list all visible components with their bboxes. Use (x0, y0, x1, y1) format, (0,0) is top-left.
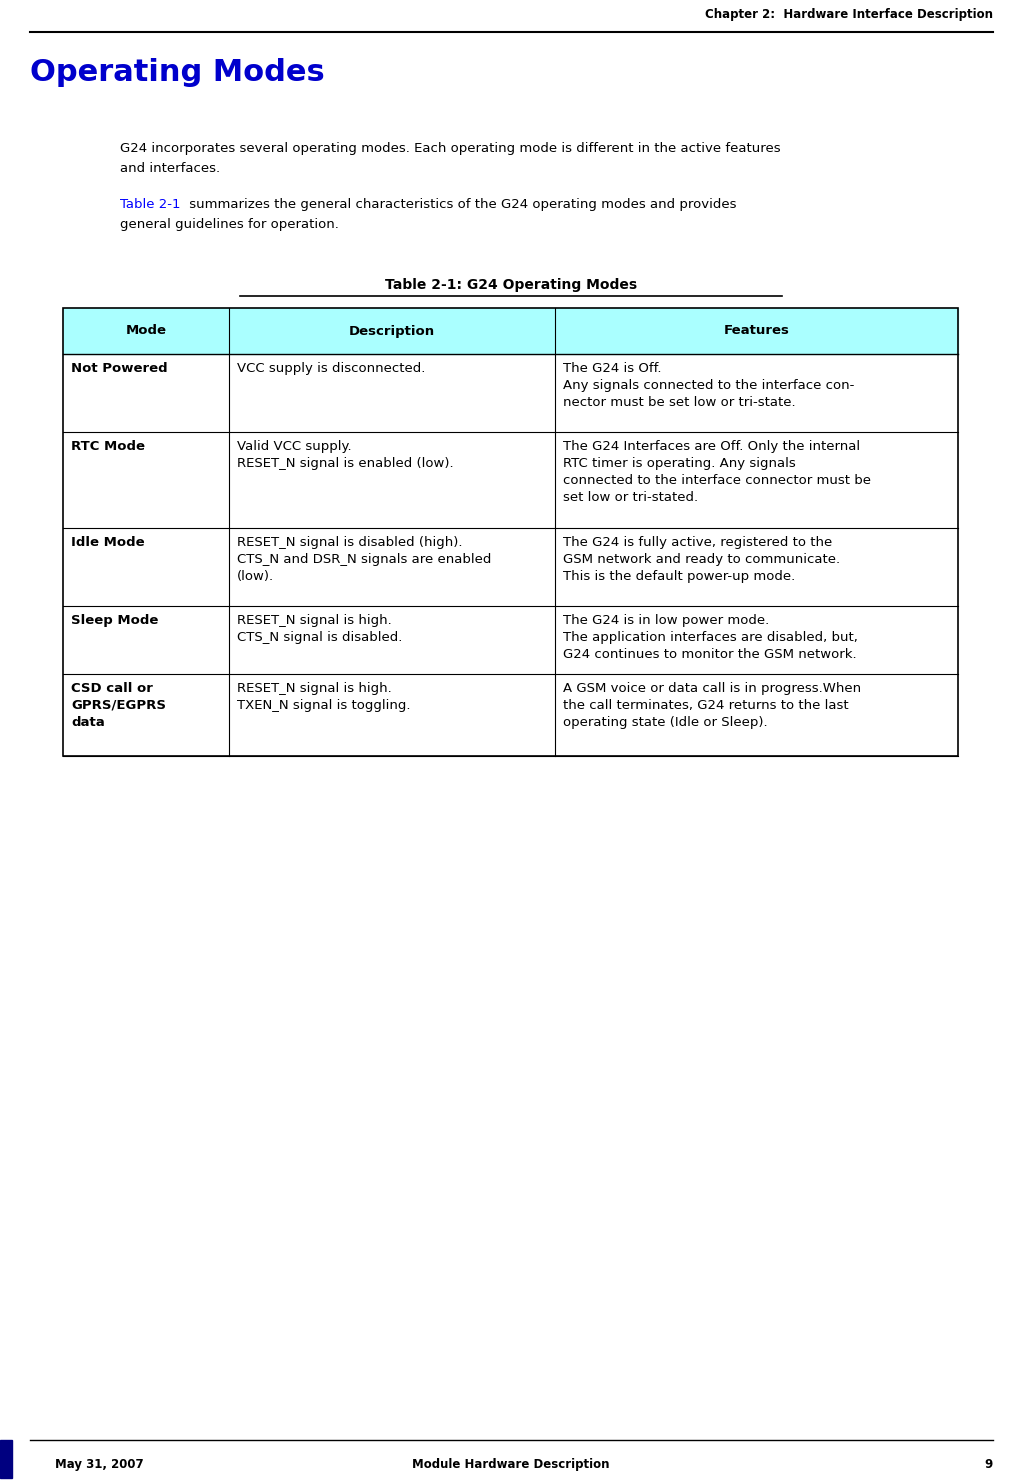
Text: 9: 9 (985, 1457, 993, 1471)
Text: VCC supply is disconnected.: VCC supply is disconnected. (236, 361, 425, 375)
Text: and interfaces.: and interfaces. (120, 161, 220, 175)
Text: RESET_N signal is high.
CTS_N signal is disabled.: RESET_N signal is high. CTS_N signal is … (236, 615, 402, 644)
Text: Description: Description (349, 324, 435, 338)
Text: The G24 is fully active, registered to the
GSM network and ready to communicate.: The G24 is fully active, registered to t… (564, 536, 840, 584)
Text: Mode: Mode (125, 324, 167, 338)
Bar (0, 1440, 12, 1478)
Bar (63, 308, 958, 755)
Text: Module Hardware Description: Module Hardware Description (412, 1457, 610, 1471)
Text: summarizes the general characteristics of the G24 operating modes and provides: summarizes the general characteristics o… (185, 198, 737, 210)
Text: CSD call or
GPRS/EGPRS
data: CSD call or GPRS/EGPRS data (71, 681, 166, 729)
Text: Table 2-1: Table 2-1 (120, 198, 180, 210)
Text: Idle Mode: Idle Mode (71, 536, 144, 549)
Text: The G24 is in low power mode.
The application interfaces are disabled, but,
G24 : The G24 is in low power mode. The applic… (564, 615, 858, 661)
Text: Valid VCC supply.
RESET_N signal is enabled (low).: Valid VCC supply. RESET_N signal is enab… (236, 440, 453, 469)
Text: Table 2-1: G24 Operating Modes: Table 2-1: G24 Operating Modes (385, 278, 637, 292)
Text: G24 incorporates several operating modes. Each operating mode is different in th: G24 incorporates several operating modes… (120, 142, 781, 156)
Text: RESET_N signal is high.
TXEN_N signal is toggling.: RESET_N signal is high. TXEN_N signal is… (236, 681, 410, 712)
Text: Not Powered: Not Powered (71, 361, 168, 375)
Text: RESET_N signal is disabled (high).
CTS_N and DSR_N signals are enabled
(low).: RESET_N signal is disabled (high). CTS_N… (236, 536, 491, 584)
Bar (63, 308, 958, 354)
Text: A GSM voice or data call is in progress.When
the call terminates, G24 returns to: A GSM voice or data call is in progress.… (564, 681, 861, 729)
Text: May 31, 2007: May 31, 2007 (55, 1457, 143, 1471)
Text: general guidelines for operation.: general guidelines for operation. (120, 218, 339, 231)
Text: Sleep Mode: Sleep Mode (71, 615, 159, 626)
Text: RTC Mode: RTC Mode (71, 440, 145, 453)
Text: Features: Features (723, 324, 790, 338)
Text: Chapter 2:  Hardware Interface Description: Chapter 2: Hardware Interface Descriptio… (705, 7, 993, 21)
Text: The G24 is Off.
Any signals connected to the interface con-
nector must be set l: The G24 is Off. Any signals connected to… (564, 361, 854, 409)
Text: The G24 Interfaces are Off. Only the internal
RTC timer is operating. Any signal: The G24 Interfaces are Off. Only the int… (564, 440, 872, 504)
Text: Operating Modes: Operating Modes (30, 58, 324, 87)
